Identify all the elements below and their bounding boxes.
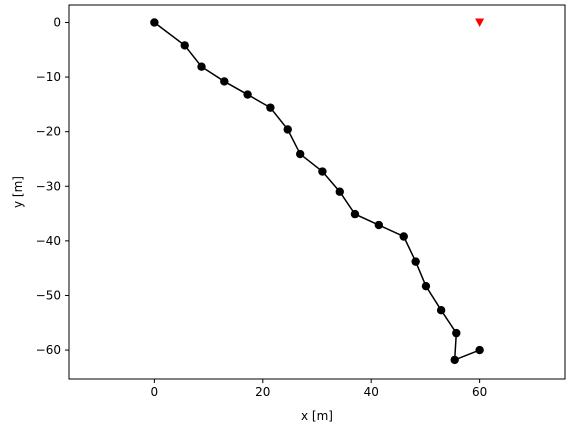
x-tick-label: 20 bbox=[255, 385, 270, 399]
y-tick-label: −40 bbox=[36, 234, 61, 248]
data-point bbox=[452, 328, 461, 338]
data-point bbox=[180, 41, 189, 50]
plot-frame bbox=[68, 4, 566, 380]
data-point bbox=[335, 187, 344, 196]
data-point bbox=[450, 355, 459, 365]
y-tick-label: −50 bbox=[36, 288, 61, 302]
data-point bbox=[318, 167, 327, 176]
y-tick-label: 0 bbox=[53, 15, 61, 29]
y-axis-label: y [m] bbox=[11, 176, 25, 208]
data-point bbox=[243, 90, 252, 99]
data-point bbox=[283, 125, 292, 134]
data-point bbox=[197, 62, 206, 71]
data-point bbox=[266, 103, 275, 112]
x-axis-label: x [m] bbox=[301, 409, 333, 423]
data-point bbox=[411, 257, 420, 266]
x-axis: 0 20 40 60 bbox=[151, 379, 487, 399]
x-tick-label: 0 bbox=[151, 385, 159, 399]
data-point bbox=[436, 306, 446, 315]
data-point bbox=[150, 18, 159, 27]
data-point bbox=[295, 149, 305, 159]
data-point bbox=[421, 281, 431, 291]
plot-series bbox=[150, 18, 485, 365]
x-tick-label: 40 bbox=[364, 385, 379, 399]
data-point bbox=[374, 220, 383, 230]
data-point bbox=[475, 345, 484, 355]
data-point bbox=[350, 209, 360, 219]
y-tick-label: −60 bbox=[36, 343, 61, 357]
y-axis: 0 −10 −20 −30 −40 −50 −60 bbox=[36, 15, 69, 357]
data-point bbox=[220, 77, 229, 86]
x-tick-label: 60 bbox=[472, 385, 487, 399]
y-tick-label: −20 bbox=[36, 125, 61, 139]
y-tick-label: −10 bbox=[36, 70, 61, 84]
target-marker bbox=[475, 18, 485, 27]
data-point bbox=[399, 232, 408, 241]
y-tick-label: −30 bbox=[36, 179, 61, 193]
series-line bbox=[153, 21, 480, 362]
